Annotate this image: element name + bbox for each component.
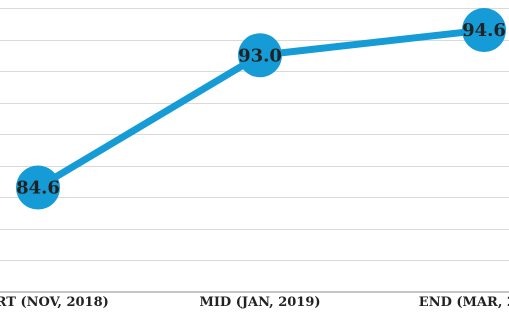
gridlines (0, 8, 509, 261)
data-labels: 84.6 93.0 94.6 (16, 20, 506, 199)
data-label: 93.0 (238, 45, 282, 66)
markers (16, 8, 506, 210)
x-tick-label: END (MAR, 2019) (419, 295, 509, 310)
data-point-marker (462, 8, 506, 53)
data-point-marker (16, 165, 60, 210)
data-point-marker (238, 33, 282, 78)
x-tick-labels: START (NOV, 2018) MID (JAN, 2019) END (MAR… (0, 295, 509, 310)
data-label: 84.6 (16, 178, 60, 199)
x-tick-label: MID (JAN, 2019) (199, 295, 320, 310)
data-label: 94.6 (462, 20, 506, 41)
x-tick-label: START (NOV, 2018) (0, 295, 109, 310)
